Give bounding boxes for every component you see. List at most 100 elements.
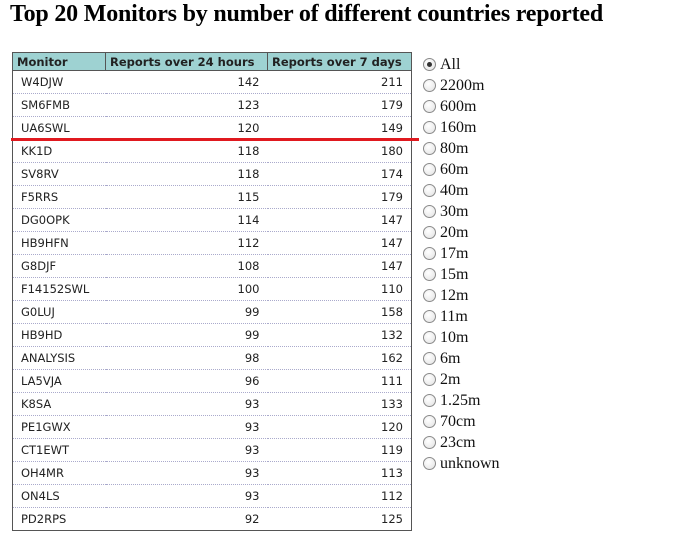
column-header-reports-7d[interactable]: Reports over 7 days <box>267 52 412 71</box>
column-header-reports-24h[interactable]: Reports over 24 hours <box>105 52 268 71</box>
radio-button-icon[interactable] <box>423 415 436 428</box>
radio-button-icon[interactable] <box>423 205 436 218</box>
table-row: PE1GWX 93 120 <box>12 415 412 439</box>
radio-button-icon[interactable] <box>423 331 436 344</box>
table-row: F14152SWL 100 110 <box>12 277 412 301</box>
cell-monitor[interactable]: HB9HFN <box>12 231 106 255</box>
cell-monitor[interactable]: G8DJF <box>12 254 106 278</box>
cell-reports-24h: 99 <box>105 300 268 324</box>
cell-reports-24h: 118 <box>105 139 268 163</box>
cell-monitor[interactable]: LA5VJA <box>12 369 106 393</box>
cell-reports-7d: 125 <box>381 512 403 526</box>
table-row: PD2RPS 92 125 <box>13 508 412 531</box>
radio-button-icon[interactable] <box>423 121 436 134</box>
table-row: KK1D 118 180 <box>12 139 412 163</box>
cell-monitor[interactable]: DG0OPK <box>12 208 106 232</box>
band-option-label: 23cm <box>440 433 476 451</box>
table-row: G0LUJ 99 158 <box>12 300 412 324</box>
band-option[interactable]: 11m <box>423 306 500 327</box>
band-option[interactable]: 23cm <box>423 432 500 453</box>
cell-reports-7d: 113 <box>267 461 412 485</box>
band-option[interactable]: 20m <box>423 222 500 243</box>
band-option-label: 40m <box>440 181 469 199</box>
radio-button-icon[interactable] <box>423 184 436 197</box>
radio-button-icon[interactable] <box>423 247 436 260</box>
band-option[interactable]: 10m <box>423 327 500 348</box>
table-row: SM6FMB 123 179 <box>12 93 412 117</box>
cell-monitor[interactable]: W4DJW <box>12 70 106 94</box>
band-option-label: 1.25m <box>440 391 481 409</box>
table-row: LA5VJA 96 111 <box>12 369 412 393</box>
cell-monitor[interactable]: F5RRS <box>12 185 106 209</box>
cell-reports-24h: 118 <box>105 162 268 186</box>
table-row: HB9HD 99 132 <box>12 323 412 347</box>
band-option[interactable]: unknown <box>423 453 500 474</box>
cell-monitor[interactable]: ANALYSIS <box>12 346 106 370</box>
radio-button-icon[interactable] <box>423 142 436 155</box>
radio-button-icon[interactable] <box>423 268 436 281</box>
table-row: OH4MR 93 113 <box>12 461 412 485</box>
table-row: UA6SWL 120 149 <box>12 116 412 140</box>
radio-button-icon[interactable] <box>423 310 436 323</box>
cell-monitor[interactable]: SM6FMB <box>12 93 106 117</box>
cell-monitor[interactable]: K8SA <box>12 392 106 416</box>
cell-monitor[interactable]: F14152SWL <box>12 277 106 301</box>
radio-button-icon[interactable] <box>423 373 436 386</box>
cell-monitor[interactable]: UA6SWL <box>12 116 106 140</box>
band-filter-radio-group: All 2200m 600m 160m 80m 60m 40m 30m 20m 17m 15m 12m… <box>423 54 500 474</box>
cell-reports-7d: 162 <box>267 346 412 370</box>
band-option[interactable]: 6m <box>423 348 500 369</box>
band-option-label: 70cm <box>440 412 476 430</box>
cell-monitor[interactable]: G0LUJ <box>12 300 106 324</box>
cell-monitor[interactable]: ON4LS <box>12 484 106 508</box>
table-row: ANALYSIS 98 162 <box>12 346 412 370</box>
band-option[interactable]: 60m <box>423 159 500 180</box>
radio-button-icon[interactable] <box>423 79 436 92</box>
cell-reports-24h: 108 <box>105 254 268 278</box>
band-option[interactable]: 160m <box>423 117 500 138</box>
band-option-label: 2m <box>440 370 461 388</box>
band-option[interactable]: 2m <box>423 369 500 390</box>
table-row: F5RRS 115 179 <box>12 185 412 209</box>
band-option[interactable]: 30m <box>423 201 500 222</box>
radio-button-icon[interactable] <box>423 289 436 302</box>
cell-monitor[interactable]: HB9HD <box>12 323 106 347</box>
cell-reports-24h: 96 <box>105 369 268 393</box>
cell-monitor[interactable]: KK1D <box>12 139 106 163</box>
radio-button-icon[interactable] <box>423 436 436 449</box>
table-row: W4DJW 142 211 <box>12 70 412 94</box>
band-option[interactable]: 2200m <box>423 75 500 96</box>
cell-monitor[interactable]: PE1GWX <box>12 415 106 439</box>
band-option[interactable]: All <box>423 54 500 75</box>
radio-button-icon[interactable] <box>423 394 436 407</box>
band-option-label: 15m <box>440 265 469 283</box>
cell-reports-24h: 98 <box>105 346 268 370</box>
band-option[interactable]: 17m <box>423 243 500 264</box>
band-option-label: 30m <box>440 202 469 220</box>
radio-button-icon[interactable] <box>423 352 436 365</box>
cell-reports-7d: 119 <box>267 438 412 462</box>
radio-button-icon[interactable] <box>423 58 436 71</box>
cell-monitor[interactable]: OH4MR <box>12 461 106 485</box>
band-option[interactable]: 15m <box>423 264 500 285</box>
radio-button-icon[interactable] <box>423 163 436 176</box>
cell-reports-7d: 180 <box>267 139 412 163</box>
band-option-label: 12m <box>440 286 469 304</box>
cell-reports-7d: 211 <box>267 70 412 94</box>
cell-reports-24h: 93 <box>105 438 268 462</box>
band-option[interactable]: 600m <box>423 96 500 117</box>
band-option[interactable]: 12m <box>423 285 500 306</box>
band-option[interactable]: 70cm <box>423 411 500 432</box>
radio-button-icon[interactable] <box>423 226 436 239</box>
column-header-monitor[interactable]: Monitor <box>12 52 106 71</box>
band-option[interactable]: 80m <box>423 138 500 159</box>
radio-button-icon[interactable] <box>423 100 436 113</box>
page-title: Top 20 Monitors by number of different c… <box>10 1 604 27</box>
cell-monitor[interactable]: CT1EWT <box>12 438 106 462</box>
radio-button-icon[interactable] <box>423 457 436 470</box>
band-option[interactable]: 40m <box>423 180 500 201</box>
cell-monitor[interactable]: PD2RPS <box>21 512 67 526</box>
band-option-label: 11m <box>440 307 468 325</box>
cell-monitor[interactable]: SV8RV <box>12 162 106 186</box>
band-option[interactable]: 1.25m <box>423 390 500 411</box>
